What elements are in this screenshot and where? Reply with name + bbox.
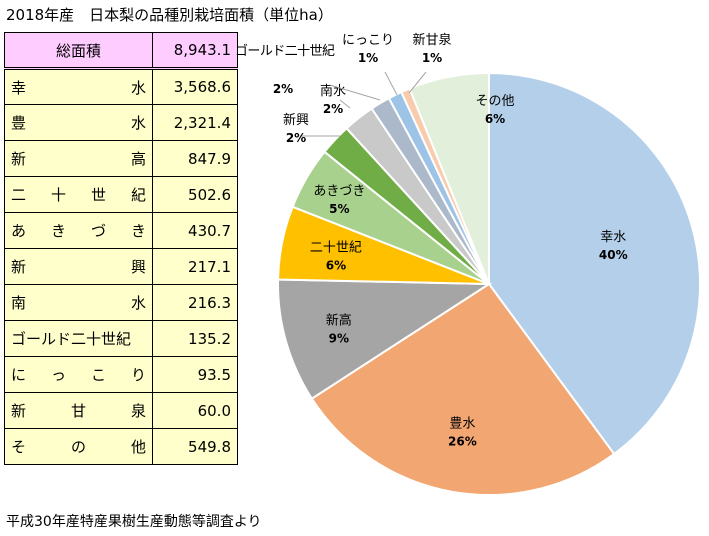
variety-label: その他 (11, 438, 146, 456)
area-value: 549.8 (152, 428, 238, 465)
variety-name: ゴールド二十世紀 (4, 320, 153, 357)
area-value: 60.0 (152, 392, 238, 429)
variety-name: 幸水 (4, 68, 153, 105)
area-value: 8,943.1 (152, 32, 238, 70)
area-value: 93.5 (152, 356, 238, 393)
table-row: 豊水 2,321.4 (4, 104, 238, 141)
variety-name: その他 (4, 428, 153, 465)
slice-label: 豊水 (449, 416, 475, 431)
slice-percent: 5% (329, 202, 349, 216)
area-value: 3,568.6 (152, 68, 238, 105)
variety-label: 豊水 (11, 114, 146, 132)
leader-line (384, 71, 398, 96)
area-value: 216.3 (152, 284, 238, 321)
table-row-total: 総面積 8,943.1 (4, 32, 238, 70)
slice-label: 幸水 (600, 230, 626, 245)
table-row: にっこり 93.5 (4, 356, 238, 393)
slice-percent: 6% (485, 112, 505, 126)
slice-percent: 1% (358, 51, 378, 65)
variety-label: 幸水 (11, 78, 146, 97)
variety-name: 豊水 (4, 104, 153, 141)
table-row: 南水 216.3 (4, 284, 238, 321)
variety-name: 新甘泉 (4, 392, 153, 429)
slice-label: 新興 (283, 112, 309, 128)
source-note: 平成30年産特産果樹生産動態等調査より (6, 514, 262, 530)
table-row: 幸水 3,568.6 (4, 68, 238, 105)
area-value: 217.1 (152, 248, 238, 285)
table-row: 新高 847.9 (4, 140, 238, 177)
slice-percent: 2% (286, 131, 306, 145)
leader-line (329, 84, 381, 101)
slice-percent: 2% (273, 82, 293, 96)
table-row: ゴールド二十世紀 135.2 (4, 320, 238, 357)
slice-label: ゴールド二十世紀 (235, 43, 335, 59)
variety-label: 新甘泉 (11, 402, 146, 420)
variety-name: 新興 (4, 248, 153, 285)
slice-label: 二十世紀 (310, 240, 362, 255)
area-value: 847.9 (152, 140, 238, 177)
slice-percent: 9% (329, 332, 349, 346)
pie-slice (277, 278, 493, 400)
slice-label: 新甘泉 (412, 32, 451, 48)
leader-line (408, 71, 427, 94)
slice-percent: 26% (448, 434, 477, 448)
pie-slice (408, 71, 490, 285)
variety-label: 二十世紀 (11, 186, 146, 204)
variety-label: 新高 (11, 150, 146, 168)
chart-title: 2018年産 日本梨の品種別栽培面積（単位ha） (6, 6, 333, 24)
variety-name: あきづき (4, 212, 153, 249)
variety-name: 二十世紀 (4, 176, 153, 213)
variety-label: 南水 (11, 294, 146, 312)
leader-line (339, 99, 351, 109)
variety-label: ゴールド二十世紀 (11, 330, 132, 348)
slice-label: 南水 (320, 83, 346, 99)
slice-percent: 40% (599, 248, 628, 262)
slice-percent: 1% (422, 51, 442, 65)
table-row: 新甘泉 60.0 (4, 392, 238, 429)
table-row: その他 549.8 (4, 428, 238, 465)
variety-label: 新興 (11, 258, 146, 276)
slice-percent: 6% (326, 258, 346, 272)
area-value: 135.2 (152, 320, 238, 357)
table-row: 二十世紀 502.6 (4, 176, 238, 213)
pie-slice (488, 71, 701, 456)
area-table: 総面積 8,943.1 幸水 3,568.6 豊水 2,321.4 新高 847.9 二十世紀 5… (4, 32, 238, 465)
variety-name: 南水 (4, 284, 153, 321)
slice-label: その他 (475, 94, 514, 109)
pie-slice (310, 282, 616, 496)
area-value: 2,321.4 (152, 104, 238, 141)
area-value: 502.6 (152, 176, 238, 213)
variety-label: あきづき (11, 222, 146, 240)
slice-label: にっこり (342, 33, 394, 48)
slice-label: 新高 (326, 313, 352, 329)
variety-label: にっこり (11, 366, 146, 384)
slice-percent: 2% (323, 102, 343, 116)
table-row: 新興 217.1 (4, 248, 238, 285)
variety-name: 新高 (4, 140, 153, 177)
slice-label: あきづき (313, 184, 365, 199)
